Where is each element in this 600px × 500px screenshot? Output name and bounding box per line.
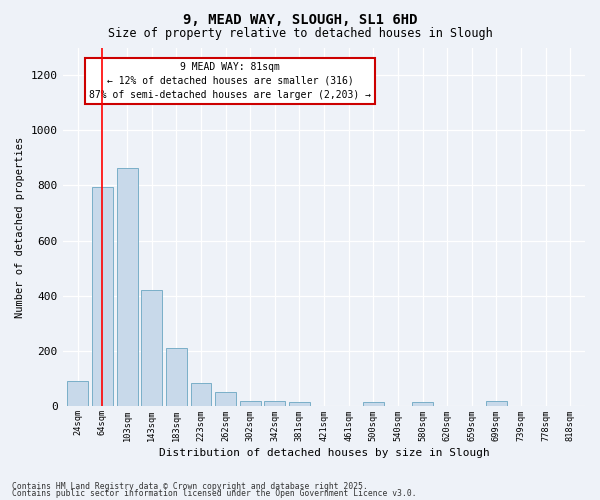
Bar bbox=[363, 402, 384, 406]
Bar bbox=[116, 168, 137, 406]
Bar bbox=[240, 401, 260, 406]
Bar bbox=[486, 401, 507, 406]
Text: Contains HM Land Registry data © Crown copyright and database right 2025.: Contains HM Land Registry data © Crown c… bbox=[12, 482, 368, 491]
X-axis label: Distribution of detached houses by size in Slough: Distribution of detached houses by size … bbox=[158, 448, 490, 458]
Bar bbox=[166, 348, 187, 406]
Bar bbox=[265, 401, 285, 406]
Bar bbox=[67, 382, 88, 406]
Bar bbox=[141, 290, 162, 406]
Bar bbox=[215, 392, 236, 406]
Bar bbox=[412, 402, 433, 406]
Bar bbox=[92, 187, 113, 406]
Bar bbox=[191, 383, 211, 406]
Text: 9 MEAD WAY: 81sqm
← 12% of detached houses are smaller (316)
87% of semi-detache: 9 MEAD WAY: 81sqm ← 12% of detached hous… bbox=[89, 62, 371, 100]
Text: 9, MEAD WAY, SLOUGH, SL1 6HD: 9, MEAD WAY, SLOUGH, SL1 6HD bbox=[183, 12, 417, 26]
Y-axis label: Number of detached properties: Number of detached properties bbox=[15, 136, 25, 318]
Text: Contains public sector information licensed under the Open Government Licence v3: Contains public sector information licen… bbox=[12, 490, 416, 498]
Bar bbox=[289, 402, 310, 406]
Text: Size of property relative to detached houses in Slough: Size of property relative to detached ho… bbox=[107, 28, 493, 40]
